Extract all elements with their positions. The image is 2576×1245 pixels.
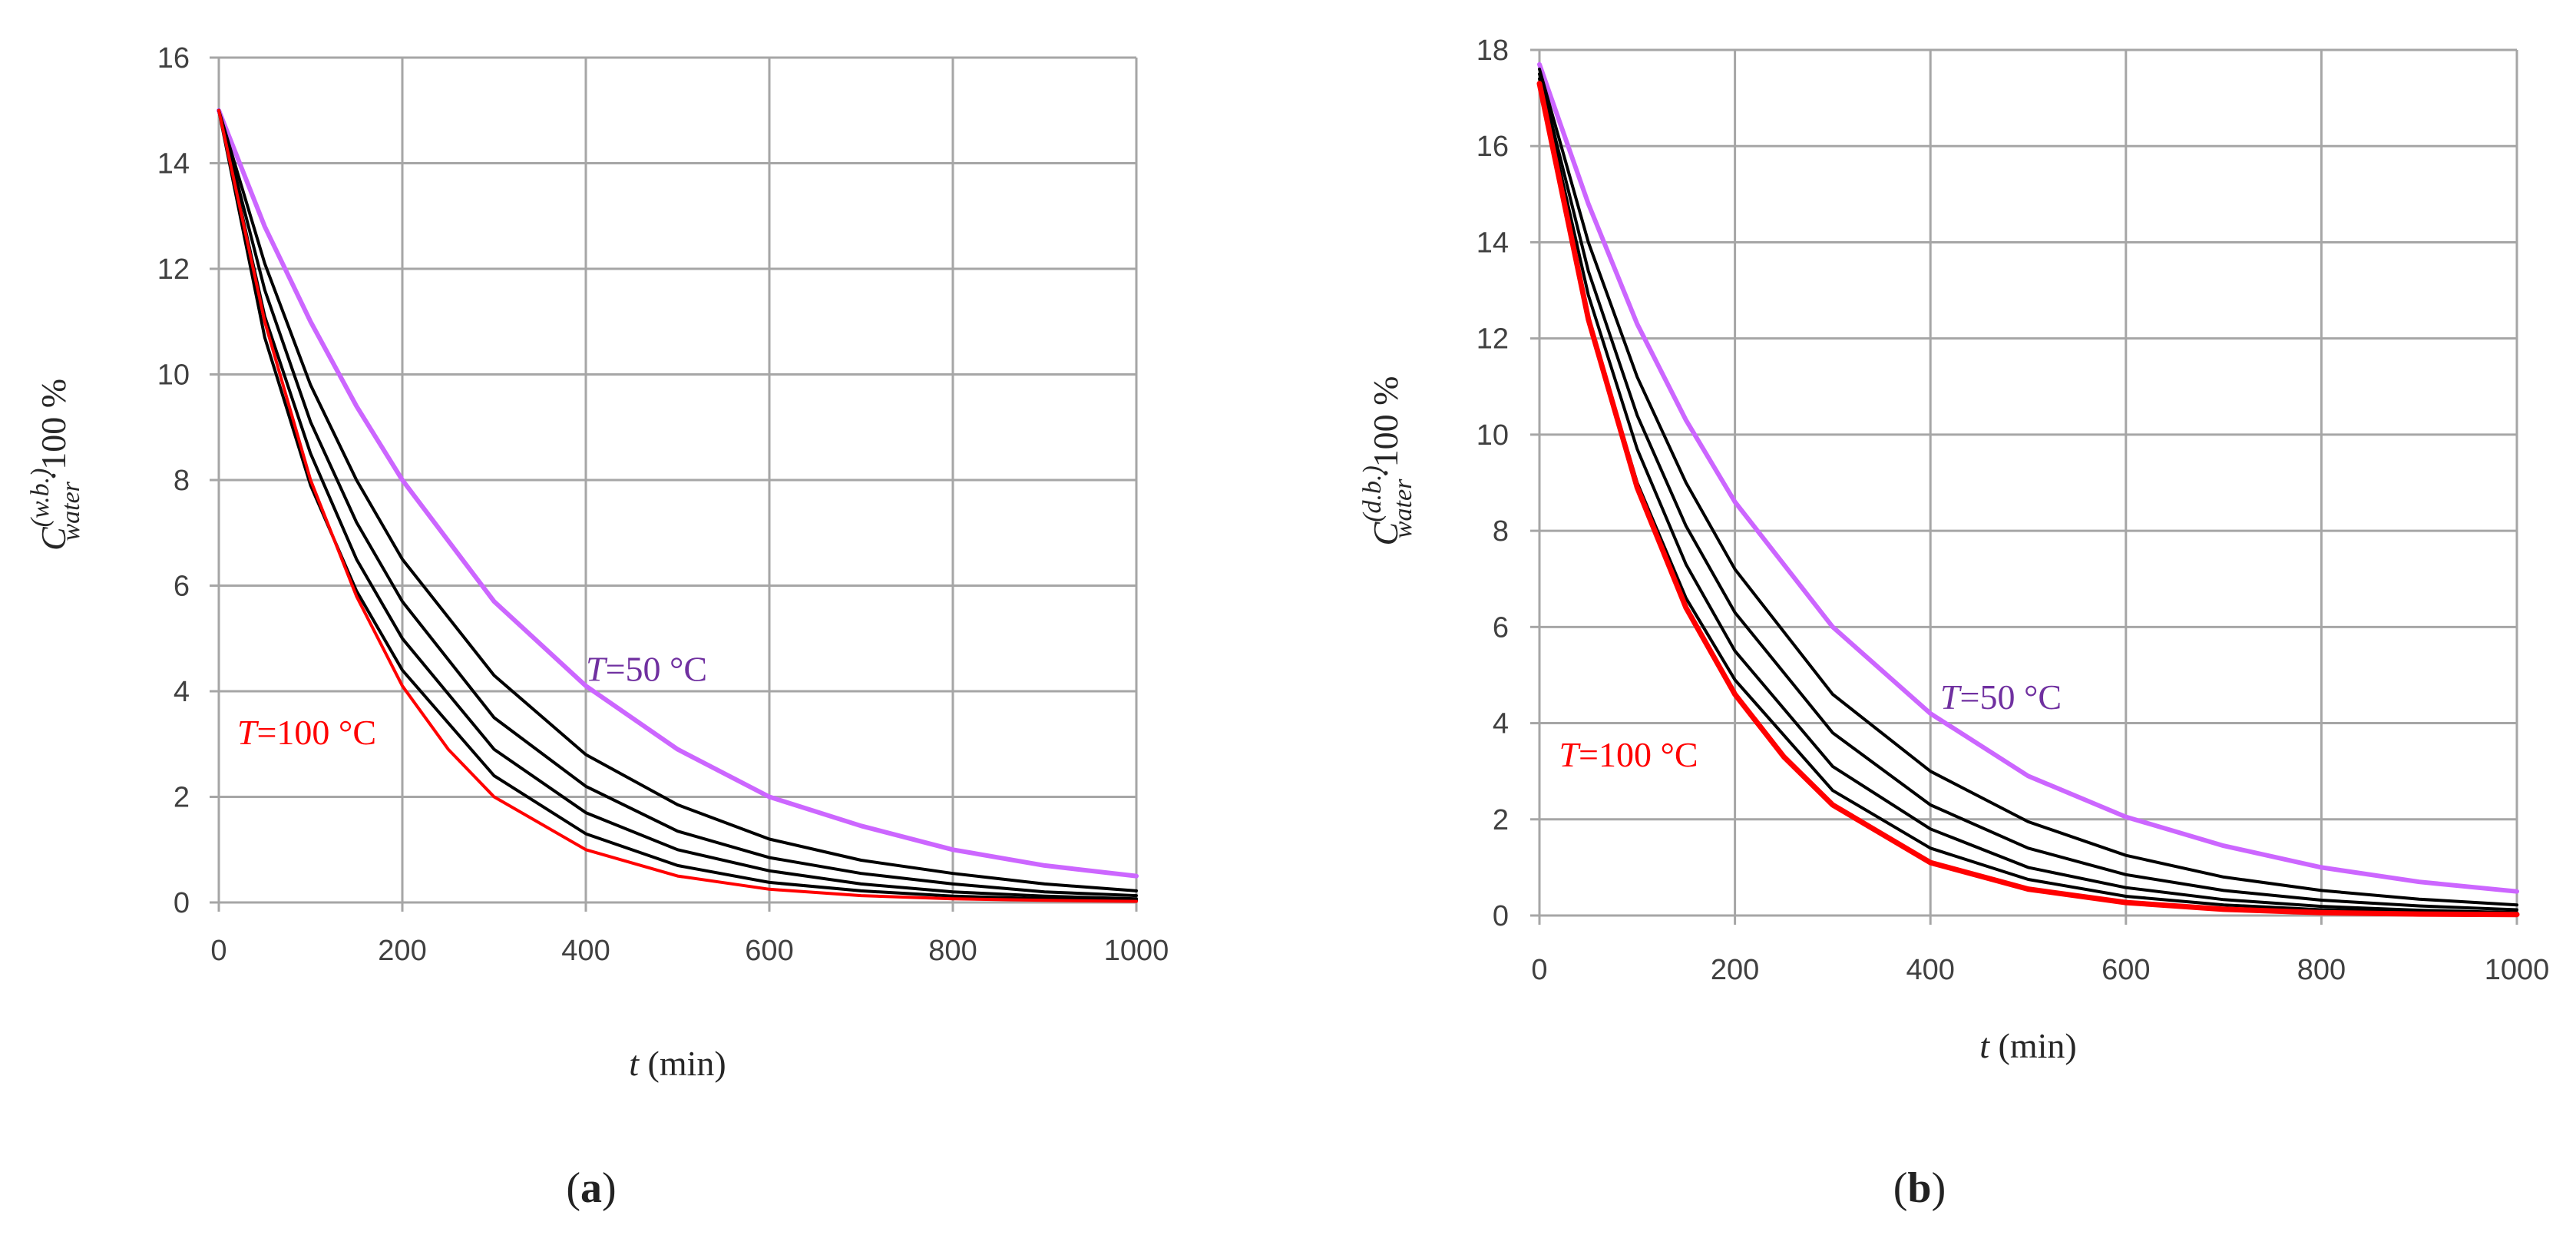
chart-a-y-axis-label: C(w.b.)water·100 %	[26, 379, 85, 551]
chart-b-y-axis-subscript: water	[1389, 478, 1417, 538]
chart-b-y-axis-label: C(d.b.)water·100 %	[1358, 376, 1417, 546]
chart-a-y-axis-unit: ·100 %	[34, 379, 73, 482]
chart-a-x-tick-label: 0	[210, 935, 227, 967]
chart-a-annotation-var: T	[586, 649, 608, 688]
chart-a-y-tick-label: 6	[174, 571, 190, 603]
chart-a-x-axis-var: t	[629, 1044, 640, 1083]
chart-a-annotation-text: =100 °C	[256, 713, 376, 752]
chart-b-y-tick-label: 8	[1493, 515, 1509, 548]
chart-a-series-t-90-c	[217, 108, 1138, 902]
chart-a-y-tick-label: 8	[174, 465, 190, 497]
chart-a-series-t-50-c	[217, 108, 1139, 879]
chart-b-y-tick-label: 6	[1493, 611, 1509, 644]
chart-b-y-tick-label: 12	[1476, 323, 1509, 356]
chart-b-annotation-0: T=50 °C	[1940, 677, 2062, 717]
chart-b-x-axis-unit: (min)	[1989, 1026, 2077, 1065]
chart-b-y-tick-label: 2	[1493, 804, 1509, 836]
chart-a-x-tick-label: 1000	[1104, 935, 1169, 967]
chart-b-y-tick-label: 16	[1476, 131, 1509, 163]
chart-a-y-tick-label: 16	[157, 42, 190, 75]
chart-b-x-axis-var: t	[1979, 1026, 1990, 1065]
chart-b-y-tick-label: 14	[1476, 227, 1509, 259]
chart-a-x-tick-label: 800	[928, 935, 977, 967]
chart-b-panel-label: (b)	[1893, 1164, 1946, 1212]
chart-a-x-tick-label: 600	[745, 935, 793, 967]
chart-b-x-axis-label: t (min)	[1979, 1026, 2076, 1065]
chart-a-annotation-1: T=100 °C	[237, 713, 376, 752]
chart-b-series-t-100-c	[1536, 81, 2520, 918]
chart-a-y-tick-label: 4	[174, 676, 190, 708]
chart-b-x-tick-label: 800	[2297, 954, 2346, 986]
chart-b-annotation-text: =50 °C	[1960, 677, 2062, 717]
chart-a-panel-label: (a)	[566, 1164, 616, 1212]
chart-a-y-axis-subscript: water	[57, 481, 85, 541]
chart-b-series-t-70-c	[1538, 72, 2518, 912]
chart-b-x-tick-label: 200	[1711, 954, 1759, 986]
chart-a-series-t-100-c	[217, 108, 1138, 903]
chart-b-series-t-80-c	[1538, 77, 2518, 915]
chart-b-series-t-50-c	[1537, 61, 2519, 894]
chart-a-annotation-text: =50 °C	[606, 649, 708, 688]
chart-b-series-t-60-c	[1538, 68, 2518, 907]
chart-a-y-tick-label: 10	[157, 359, 190, 392]
chart-a-y-tick-label: 0	[174, 887, 190, 919]
chart-a-annotation-0: T=50 °C	[586, 649, 707, 688]
chart-a-x-axis-label: t (min)	[629, 1044, 726, 1083]
chart-a-y-tick-label: 12	[157, 253, 190, 286]
chart-a-y-tick-label: 14	[157, 148, 190, 180]
chart-b-annotation-1: T=100 °C	[1559, 735, 1698, 774]
chart-a-series-t-60-c	[217, 108, 1138, 892]
chart-b-y-axis-symbol: C	[1366, 521, 1405, 545]
chart-b-x-tick-label: 600	[2101, 954, 2150, 986]
chart-b-y-tick-label: 0	[1493, 900, 1509, 932]
chart-b-annotation-var: T	[1940, 677, 1963, 717]
chart-b-y-axis-unit: ·100 %	[1366, 376, 1405, 479]
chart-a-series-t-70-c	[217, 108, 1138, 898]
chart-b-x-tick-label: 400	[1906, 954, 1954, 986]
chart-a-panel-letter: a	[580, 1164, 602, 1212]
chart-a-series-t-80-c	[217, 108, 1138, 901]
chart-b-x-tick-label: 0	[1531, 954, 1547, 986]
chart-a-y-axis-symbol: C	[34, 526, 73, 551]
chart-b-y-tick-label: 4	[1493, 708, 1509, 740]
chart-a-y-axis-superscript: (w.b.)	[26, 469, 55, 528]
chart-a-x-tick-label: 200	[378, 935, 426, 967]
chart-a-x-axis-unit: (min)	[639, 1044, 726, 1083]
chart-b-annotation-var: T	[1559, 735, 1581, 774]
chart-b-annotation-text: =100 °C	[1579, 735, 1698, 774]
chart-b-x-tick-label: 1000	[2485, 954, 2550, 986]
chart-b-series-t-90-c	[1538, 81, 2518, 916]
chart-a-y-tick-label: 2	[174, 782, 190, 814]
chart-b-y-axis-superscript: (d.b.)	[1358, 465, 1387, 522]
chart-a-annotation-var: T	[237, 713, 260, 752]
chart-b-y-tick-label: 10	[1476, 419, 1509, 452]
chart-b-y-tick-label: 18	[1476, 35, 1509, 67]
chart-a-x-tick-label: 400	[561, 935, 610, 967]
chart-b-panel-letter: b	[1907, 1164, 1931, 1212]
